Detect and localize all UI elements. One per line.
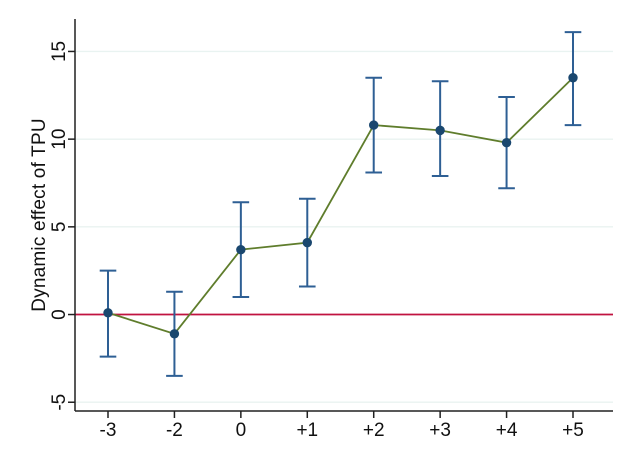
x-tick-label: -3 (100, 420, 117, 441)
data-point-marker (236, 244, 246, 255)
x-tick-label: +4 (496, 420, 518, 441)
data-point-marker (302, 237, 312, 248)
x-tick-label: +3 (429, 420, 451, 441)
x-tick-label: +2 (363, 420, 385, 441)
y-axis-title: Dynamic effect of TPU (29, 118, 50, 312)
series-line (107, 77, 574, 335)
data-point-marker (169, 329, 180, 339)
x-tick-label: 0 (236, 420, 247, 441)
y-tick-label: 0 (49, 309, 70, 320)
x-tick-label: -2 (166, 420, 183, 441)
y-tick-label: -5 (49, 394, 70, 411)
x-tick-label: +5 (562, 420, 584, 441)
data-point-marker (435, 125, 445, 136)
x-tick-label: +1 (296, 420, 318, 441)
data-point-marker (568, 73, 578, 83)
data-point-marker (369, 120, 379, 130)
data-point-marker (103, 308, 113, 318)
y-tick-label: 5 (49, 222, 70, 233)
y-tick-label: 15 (49, 41, 70, 62)
data-point-marker (501, 137, 512, 148)
y-tick-label: 10 (49, 129, 70, 150)
